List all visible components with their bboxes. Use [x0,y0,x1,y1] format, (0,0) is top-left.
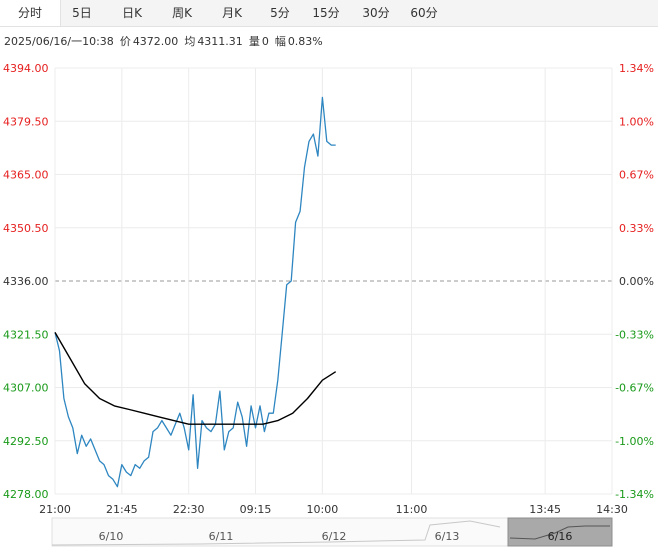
tab-daily-k[interactable]: 日K [122,6,142,20]
navigator-overview-line [51,520,501,546]
y-tick-label-right: -0.33% [615,328,654,341]
volume-value: 0 [261,35,269,48]
x-tick-label: 14:30 [596,503,628,516]
y-tick-label: 4365.00 [3,169,49,182]
y-tick-label: 4307.00 [3,382,49,395]
navigator-overview-line-selected [509,525,610,540]
y-tick-label: 4394.00 [3,62,49,75]
navigator-date-label: 6/13 [435,530,460,543]
x-tick-label: 21:00 [39,503,71,516]
volume-label: 量 [248,35,260,48]
price-line [54,96,336,488]
tab-5-min[interactable]: 5分 [270,6,290,20]
navigator-selection [507,517,613,547]
y-tick-label-right: -0.67% [615,382,654,395]
x-tick-label: 21:45 [106,503,138,516]
navigator-date-label: 6/16 [548,530,573,543]
navigator-date-label: 6/12 [322,530,347,543]
tab-5-day[interactable]: 5日 [72,6,92,20]
quote-datetime: 2025/06/16/一10:38 [4,35,114,48]
y-tick-label: 4350.50 [3,222,49,235]
avg-label: 均 [184,35,196,48]
y-tick-label-right: -1.00% [615,435,654,448]
avg-price-line [54,332,337,425]
x-tick-label: 22:30 [173,503,205,516]
price-value: 4372.00 [132,35,179,48]
tab-15-min[interactable]: 15分 [312,6,340,20]
y-tick-label-right: 0.00% [619,275,654,288]
avg-value: 4311.31 [197,35,243,48]
tab-weekly-k[interactable]: 周K [172,6,192,20]
y-tick-label-right: 1.00% [619,115,654,128]
y-tick-label: 4321.50 [3,328,49,341]
price-label: 价 [119,35,131,48]
y-tick-label-right: 0.67% [619,169,654,182]
period-tab-bar: 分时 5日 日K 周K 月K 5分 15分 30分 60分 [0,0,658,27]
y-tick-label: 4379.50 [3,115,49,128]
change-value: 0.83% [287,35,323,48]
y-tick-label: 4278.00 [3,488,49,501]
tab-30-min[interactable]: 30分 [362,6,390,20]
tab-monthly-k[interactable]: 月K [222,6,242,20]
x-tick-label: 10:00 [307,503,339,516]
y-tick-label-right: 0.33% [619,222,654,235]
tab-intraday[interactable]: 分时 [0,0,61,26]
y-tick-label: 4336.00 [3,275,49,288]
navigator-date-label: 6/10 [99,530,124,543]
navigator-date-label: 6/11 [209,530,234,543]
quote-info-bar: 2025/06/16/一10:38 价 4372.00 均 4311.31 量 0 幅 0.83… [4,33,329,49]
x-tick-label: 13:45 [529,503,561,516]
y-tick-label: 4292.50 [3,435,49,448]
y-tick-label-right: 1.34% [619,62,654,75]
tab-60-min[interactable]: 60分 [410,6,438,20]
y-tick-label-right: -1.34% [615,488,654,501]
x-tick-label: 09:15 [240,503,272,516]
change-label: 幅 [274,35,286,48]
x-tick-label: 11:00 [396,503,428,516]
